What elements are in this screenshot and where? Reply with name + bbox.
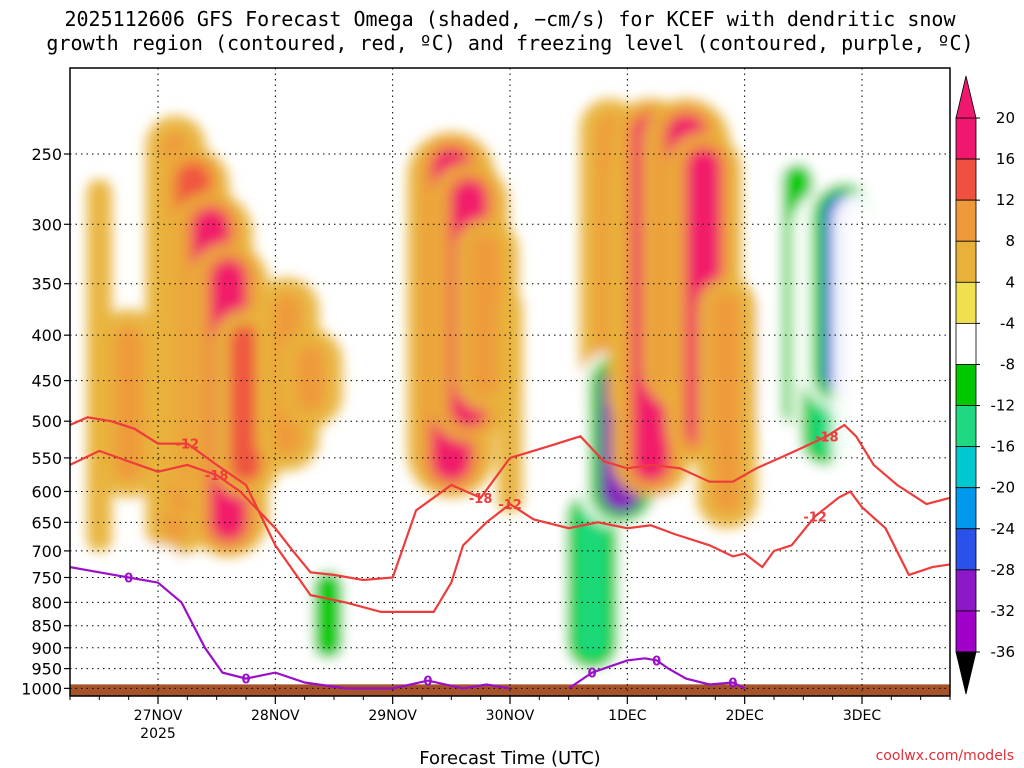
dendritic-contour-label: -12	[176, 438, 200, 453]
y-tick-label: 450	[31, 372, 62, 391]
y-tick-label: 250	[31, 145, 62, 164]
colorbar-label: -8	[1000, 355, 1015, 373]
x-axis-label: Forecast Time (UTC)	[419, 748, 600, 768]
y-tick-label: 500	[31, 412, 62, 431]
chart-title-line-1: 2025112606 GFS Forecast Omega (shaded, −…	[64, 7, 956, 31]
omega-blur-group	[86, 98, 892, 675]
colorbar-bottom-extend	[955, 651, 977, 695]
omega-shading-layer	[86, 98, 892, 675]
colorbar-label: -24	[991, 520, 1016, 538]
omega-cell	[313, 571, 343, 659]
credit-text[interactable]: coolwx.com/models	[876, 748, 1014, 764]
colorbar-swatch	[955, 199, 977, 242]
freezing-level-contour-label: 0	[423, 675, 432, 690]
y-tick-label: 550	[31, 449, 62, 468]
colorbar-swatch	[955, 281, 977, 324]
omega-cell	[575, 501, 609, 659]
freezing-level-contour-label: 0	[124, 571, 133, 586]
y-tick-label: 800	[31, 593, 62, 612]
colorbar-swatch	[955, 528, 977, 571]
colorbar-label: -28	[991, 561, 1016, 579]
contour-layer: -18 -18 -18 -12 -12 -12 0 0 0 0 0 0	[70, 416, 950, 692]
colorbar-swatch	[955, 364, 977, 406]
colorbar-label: 20	[996, 109, 1015, 127]
y-tick-label: 900	[31, 639, 62, 658]
colorbar-label: -32	[991, 602, 1016, 620]
dendritic-contour-label: -18	[815, 430, 839, 445]
colorbar-swatch	[955, 117, 977, 160]
freezing-level-contour	[568, 657, 746, 690]
colorbar-swatch	[955, 569, 977, 612]
colorbar-swatch	[955, 322, 977, 365]
omega-cell	[144, 560, 172, 659]
colorbar-swatch	[955, 446, 977, 489]
x-tick-label: 27NOV	[134, 708, 183, 724]
colorbar: 20 16 12 8 4 -4 -8 -12 -16 -20 -24 -28 -32 -36	[955, 75, 1016, 695]
x-tick-label: 1DEC	[608, 708, 647, 724]
y-tick-label: 700	[31, 542, 62, 561]
omega-cell	[497, 293, 523, 513]
freezing-level-contour-label: 0	[588, 667, 597, 682]
dendritic-contour	[70, 416, 950, 613]
y-tick-label: 350	[31, 275, 62, 294]
colorbar-label: -4	[1000, 314, 1015, 332]
y-tick-label: 850	[31, 617, 62, 636]
y-tick-label: 400	[31, 326, 62, 345]
x-tick-label: 3DEC	[843, 708, 882, 724]
dendritic-contour-label: -18	[469, 492, 493, 507]
y-axis: 250 300 350 400 450 500 550 600 650 700 750 800 850 9…	[21, 145, 70, 698]
dendritic-contour-label: -18	[205, 469, 229, 484]
omega-cell	[230, 325, 262, 482]
y-tick-label: 1000	[21, 679, 62, 698]
colorbar-swatch	[955, 610, 977, 653]
colorbar-label: 16	[996, 150, 1015, 168]
x-axis: 27NOV 2025 28NOV 29NOV 30NOV 1DEC 2DEC 3DEC	[69, 696, 951, 742]
omega-cell	[848, 207, 876, 482]
omega-cell	[472, 234, 501, 396]
y-tick-label: 300	[31, 215, 62, 234]
x-tick-label: 28NOV	[251, 708, 300, 724]
y-tick-label: 750	[31, 568, 62, 587]
x-tick-sublabel: 2025	[140, 726, 176, 742]
freezing-level-contour-label: 0	[241, 673, 250, 688]
freezing-level-contour-label: 0	[728, 677, 737, 692]
freezing-level-contour-label: 0	[652, 654, 661, 669]
chart-title-line-2: growth region (contoured, red, ºC) and f…	[46, 31, 973, 55]
colorbar-label: -36	[991, 643, 1016, 661]
x-tick-label: 29NOV	[368, 708, 417, 724]
dendritic-contour	[70, 423, 950, 582]
colorbar-label: -16	[991, 438, 1016, 456]
colorbar-swatch	[955, 487, 977, 530]
colorbar-label: 12	[996, 191, 1015, 209]
x-tick-label: 2DEC	[726, 708, 765, 724]
colorbar-swatch	[955, 240, 977, 283]
omega-cell	[296, 345, 325, 412]
dendritic-contour-label: -12	[803, 510, 827, 525]
colorbar-swatch	[955, 405, 977, 448]
y-tick-label: 950	[31, 660, 62, 679]
freezing-level-contour	[70, 566, 511, 690]
colorbar-label: -12	[991, 397, 1016, 415]
colorbar-label: 4	[1005, 273, 1015, 291]
x-tick-label: 30NOV	[486, 708, 535, 724]
colorbar-label: -20	[991, 479, 1016, 497]
y-tick-label: 600	[31, 482, 62, 501]
dendritic-contour-label: -12	[498, 498, 522, 513]
colorbar-swatch	[955, 158, 977, 201]
y-tick-label: 650	[31, 513, 62, 532]
omega-cell	[114, 325, 144, 482]
colorbar-top-extend	[955, 75, 977, 119]
colorbar-label: 8	[1005, 232, 1015, 250]
